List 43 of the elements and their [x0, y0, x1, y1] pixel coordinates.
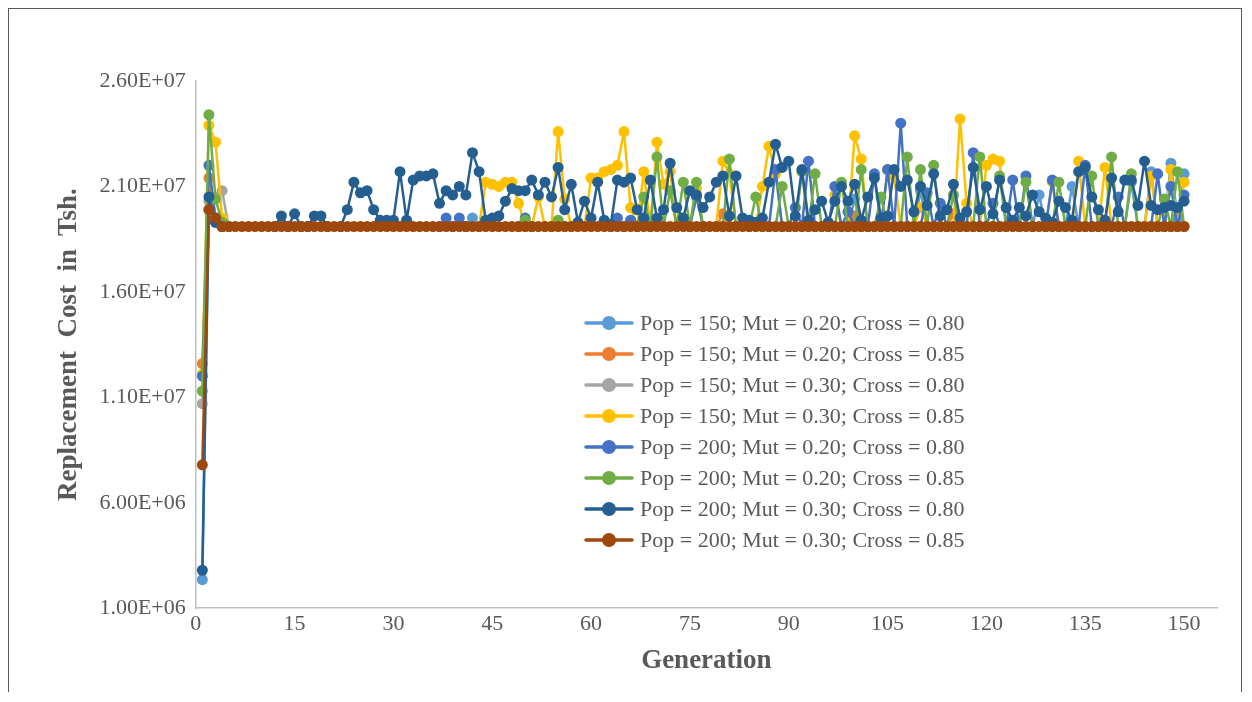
x-tick-label: 90 — [777, 610, 800, 636]
x-tick-label: 30 — [382, 610, 405, 636]
x-tick-label: 75 — [678, 610, 701, 636]
point — [1099, 161, 1111, 173]
x-tick-label: 105 — [871, 610, 905, 636]
point — [651, 136, 663, 148]
point — [1152, 168, 1164, 180]
y-tick-label: 6.00E+06 — [99, 488, 186, 514]
legend-label: Pop = 200; Mut = 0.20; Cross = 0.80 — [640, 433, 965, 460]
x-tick-label: 15 — [283, 610, 306, 636]
point — [954, 113, 966, 125]
y-axis-title: Replacement Cost in Tsh. — [52, 188, 83, 501]
y-tick-label: 2.60E+07 — [99, 66, 186, 92]
point — [611, 159, 623, 171]
point — [803, 155, 814, 167]
legend-label: Pop = 150; Mut = 0.30; Cross = 0.85 — [640, 402, 965, 429]
y-tick-label: 1.60E+07 — [99, 277, 186, 303]
x-axis-title: Generation — [641, 643, 772, 674]
point — [855, 153, 867, 165]
y-tick-label: 1.10E+07 — [99, 383, 186, 409]
point — [196, 574, 208, 586]
point — [513, 197, 525, 209]
legend-label: Pop = 150; Mut = 0.30; Cross = 0.80 — [640, 371, 965, 398]
x-tick-label: 150 — [1167, 610, 1201, 636]
y-tick-label: 2.10E+07 — [99, 172, 186, 198]
legend-label: Pop = 150; Mut = 0.20; Cross = 0.85 — [640, 340, 965, 367]
point — [552, 126, 564, 138]
legend-label: Pop = 150; Mut = 0.20; Cross = 0.80 — [640, 309, 965, 336]
x-tick-label: 60 — [580, 610, 603, 636]
legend-label: Pop = 200; Mut = 0.20; Cross = 0.85 — [640, 464, 965, 491]
point — [849, 130, 861, 142]
legend-label: Pop = 200; Mut = 0.30; Cross = 0.85 — [640, 526, 965, 553]
x-tick-label: 120 — [969, 610, 1003, 636]
point — [618, 126, 630, 138]
x-tick-label: 135 — [1068, 610, 1102, 636]
point — [638, 166, 650, 178]
y-tick-label: 1.00E+06 — [99, 593, 186, 619]
point — [1007, 174, 1019, 186]
x-tick-label: 0 — [190, 610, 202, 636]
point — [895, 117, 907, 129]
legend-label: Pop = 200; Mut = 0.30; Cross = 0.80 — [640, 495, 965, 522]
point — [994, 155, 1006, 167]
x-tick-label: 45 — [481, 610, 504, 636]
